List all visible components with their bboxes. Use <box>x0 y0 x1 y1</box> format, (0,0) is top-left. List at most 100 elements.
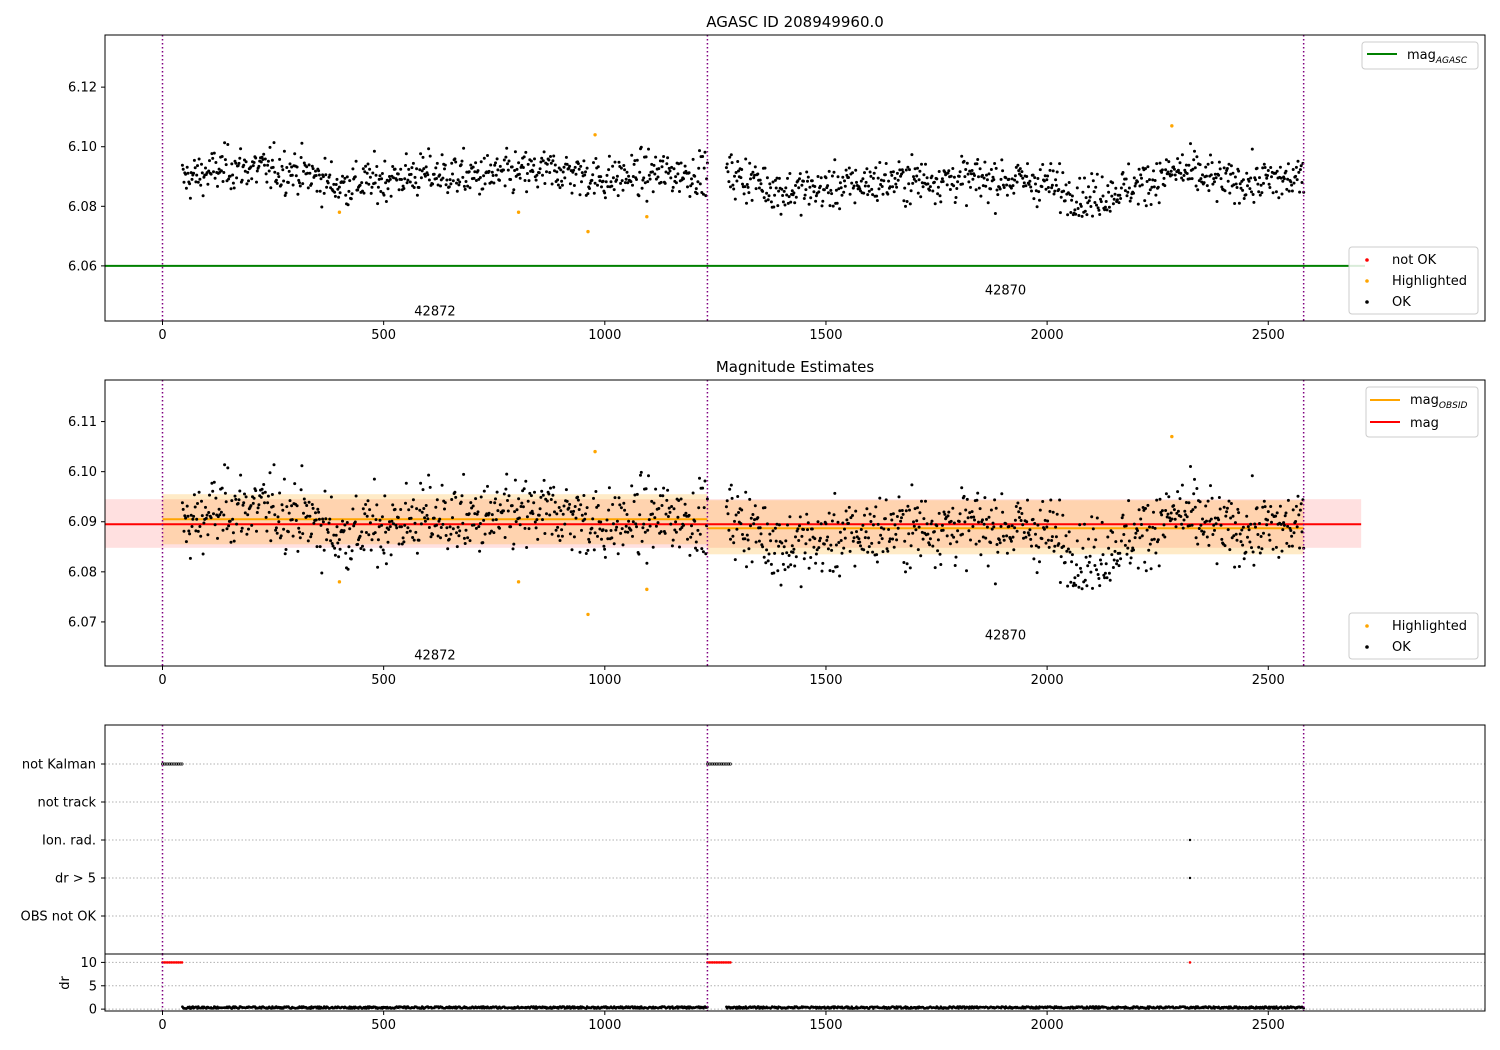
ok-point <box>256 506 260 510</box>
ok-point <box>419 481 423 485</box>
ok-point <box>559 509 563 513</box>
ok-point <box>987 515 991 519</box>
ok-point <box>1214 522 1218 526</box>
ok-point <box>341 174 344 178</box>
ok-point <box>1201 532 1205 536</box>
ok-point <box>281 508 285 512</box>
ok-point <box>769 539 773 543</box>
ok-point <box>607 168 611 172</box>
ok-point <box>368 521 372 525</box>
p2-ytick-label: 6.07 <box>68 615 97 630</box>
ok-point <box>953 201 957 204</box>
ok-point <box>867 545 871 549</box>
ok-point <box>350 549 354 553</box>
ok-point <box>1107 546 1111 550</box>
ok-point <box>1099 197 1102 201</box>
ok-point <box>1099 558 1102 562</box>
ok-point <box>1298 508 1302 512</box>
ok-point <box>460 159 464 163</box>
ok-point <box>1236 507 1240 511</box>
ok-point <box>781 200 785 204</box>
ok-point <box>696 528 700 532</box>
ok-point <box>535 173 539 177</box>
ok-point <box>251 501 255 505</box>
ok-point <box>1041 163 1045 166</box>
ok-point <box>1286 498 1290 502</box>
ok-point <box>973 174 976 177</box>
ok-point <box>1087 199 1091 203</box>
panel2-title: Magnitude Estimates <box>716 358 874 376</box>
ok-point <box>765 191 769 195</box>
ok-point <box>204 505 207 509</box>
ok-point <box>275 531 279 535</box>
ok-point <box>1262 162 1266 166</box>
ok-point <box>758 178 762 182</box>
ok-point <box>1089 205 1093 208</box>
ok-point <box>852 536 856 540</box>
ok-point <box>481 541 485 545</box>
ok-point <box>1146 503 1150 507</box>
ok-point <box>1246 184 1249 188</box>
ok-point <box>753 173 756 177</box>
ok-point <box>1112 197 1116 201</box>
ok-point <box>1239 540 1243 544</box>
ok-point <box>326 530 330 534</box>
ok-point <box>547 492 551 496</box>
ok-point <box>579 503 583 507</box>
ok-point <box>392 176 395 180</box>
ok-point <box>1204 165 1208 169</box>
ok-point <box>701 550 705 554</box>
ok-point <box>526 162 530 166</box>
ok-point <box>950 533 954 537</box>
ok-point <box>702 506 706 510</box>
p2-ytick-label: 6.08 <box>68 565 97 580</box>
ok-point <box>223 141 227 145</box>
ok-point <box>571 512 575 516</box>
ok-point <box>288 499 292 503</box>
ok-point <box>321 517 325 521</box>
ok-point <box>1241 178 1245 182</box>
ok-point <box>1104 562 1108 566</box>
ok-point <box>666 515 670 518</box>
ok-point <box>400 178 403 181</box>
ok-point <box>886 192 890 196</box>
ok-point <box>277 520 281 524</box>
ok-point <box>199 534 203 538</box>
ok-point <box>428 485 432 489</box>
ok-point <box>920 499 923 503</box>
ok-point <box>1294 174 1298 178</box>
ok-point <box>670 189 674 193</box>
ok-point <box>1075 200 1078 204</box>
ok-point <box>765 522 769 526</box>
dr-clipped-point <box>166 961 170 964</box>
ok-point <box>376 185 380 189</box>
ok-point <box>1046 186 1050 189</box>
ok-point <box>1088 554 1092 558</box>
ok-point <box>863 513 866 517</box>
ok-point <box>1207 543 1211 547</box>
ok-point <box>1160 170 1164 174</box>
p2-xtick-label: 500 <box>371 673 396 688</box>
ok-point <box>254 489 258 493</box>
ok-point <box>368 175 372 179</box>
ok-point <box>230 499 234 503</box>
ok-point <box>1213 172 1217 176</box>
ok-point <box>609 529 613 532</box>
ok-point <box>551 493 555 497</box>
ok-point <box>637 194 641 198</box>
ok-point <box>504 155 508 159</box>
ok-point <box>560 179 564 183</box>
ok-point <box>798 172 802 176</box>
ok-point <box>1161 533 1165 537</box>
ok-point <box>941 180 945 183</box>
ok-point <box>249 504 253 508</box>
ok-point <box>390 519 394 523</box>
ok-point <box>751 170 755 174</box>
ok-point <box>1255 506 1259 510</box>
ok-point <box>620 527 624 531</box>
ok-point <box>545 499 549 503</box>
ok-point <box>832 513 836 517</box>
ok-point <box>1095 516 1099 520</box>
ok-point <box>1277 555 1281 559</box>
